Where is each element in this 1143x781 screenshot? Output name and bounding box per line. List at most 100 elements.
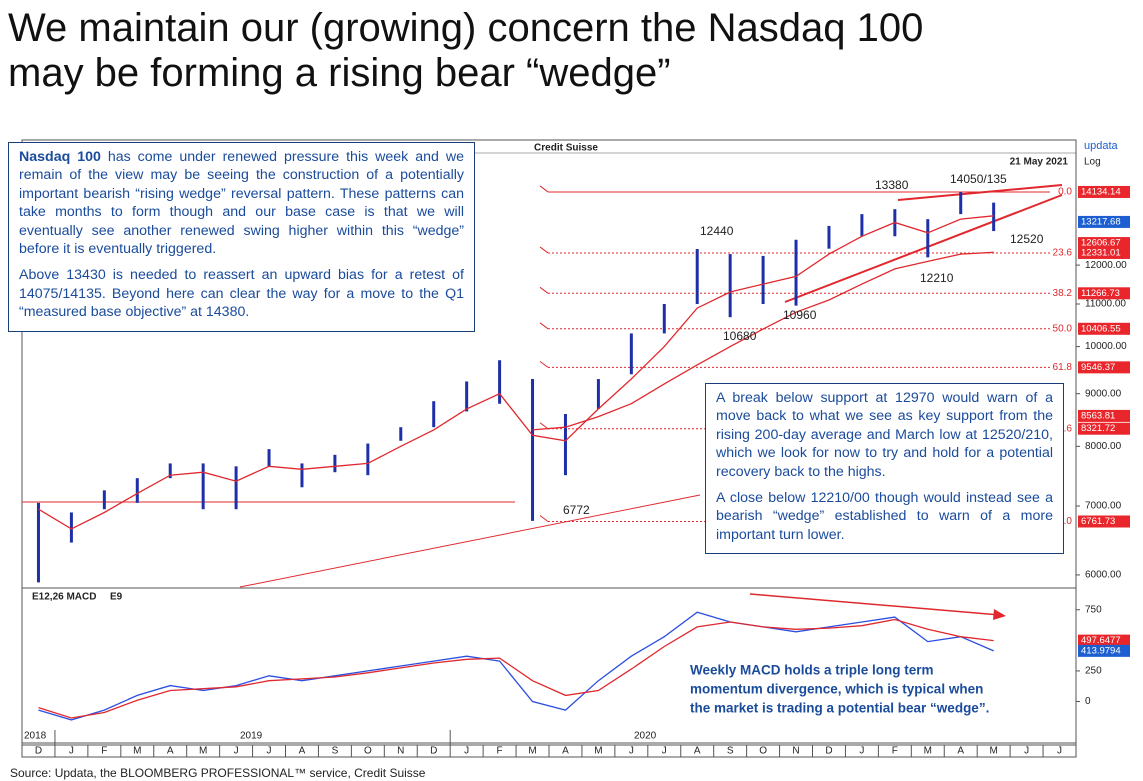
price-label: 13217.68 <box>1081 216 1121 227</box>
x-tick-label: A <box>299 746 306 757</box>
fib-label: 50.0 <box>1053 323 1073 334</box>
trend-line <box>239 494 701 588</box>
x-tick-label: O <box>364 746 372 757</box>
note-line: Weekly MACD holds a triple long term <box>690 663 934 678</box>
macd-label-box <box>1078 644 1130 657</box>
price-label-box <box>1078 287 1130 300</box>
price-label: 10406.55 <box>1081 323 1121 334</box>
x-tick-label: D <box>825 746 832 757</box>
fib-tick <box>539 515 549 522</box>
x-tick-label: M <box>199 746 207 757</box>
price-label-box <box>1078 215 1130 228</box>
annotation: 6772 <box>563 503 590 517</box>
wedge-lower <box>784 194 1063 303</box>
moving-average <box>532 251 994 431</box>
price-label-box <box>1078 409 1130 422</box>
scale: Log <box>1084 157 1101 168</box>
x-tick-label: J <box>629 746 634 757</box>
x-tick-label: J <box>69 746 74 757</box>
paragraph: A break below support at 12970 would war… <box>716 390 1053 480</box>
annotation: 12440 <box>700 224 734 238</box>
x-tick-label: M <box>594 746 602 757</box>
macd-note: Weekly MACD holds a triple long term mom… <box>690 663 989 716</box>
x-tick-label: J <box>1024 746 1029 757</box>
x-tick-label: F <box>892 746 898 757</box>
x-tick-label: J <box>1057 746 1062 757</box>
macd-label: E9 <box>110 592 123 603</box>
y-tick-label: 0 <box>1085 696 1091 707</box>
macd-line <box>38 618 994 719</box>
fib-label: 0.0 <box>1058 187 1072 198</box>
x-tick-label: J <box>267 746 272 757</box>
fib-tick <box>539 422 549 430</box>
y-tick-label: 750 <box>1085 604 1102 615</box>
x-tick-label: M <box>133 746 141 757</box>
annotation: 13380 <box>875 178 909 192</box>
fib-label: 23.6 <box>1053 248 1073 259</box>
fib-label: 38.2 <box>1053 288 1073 299</box>
annotation: 14050/135 <box>950 172 1007 186</box>
price-label-box <box>1078 515 1130 528</box>
y-tick-label: 8000.00 <box>1085 441 1122 452</box>
x-tick-label: F <box>497 746 503 757</box>
annotation: 10680 <box>723 329 757 343</box>
price-label-box <box>1078 237 1130 250</box>
price-label: 8563.81 <box>1081 410 1115 421</box>
x-tick-label: J <box>464 746 469 757</box>
x-tick-label: A <box>957 746 964 757</box>
x-tick-label: A <box>562 746 569 757</box>
text-box: A break below support at 12970 would war… <box>705 383 1064 554</box>
annotation: 10960 <box>783 308 817 322</box>
price-label-box <box>1078 361 1130 374</box>
provider: Credit Suisse <box>534 143 598 154</box>
brand: updata <box>1084 140 1119 152</box>
x-tick-label: N <box>397 746 404 757</box>
fib-label: 61.8 <box>1053 362 1073 373</box>
x-tick-label: D <box>35 746 42 757</box>
lead: Nasdaq 100 <box>19 149 101 165</box>
x-tick-label: S <box>727 746 734 757</box>
price-label: 9546.37 <box>1081 362 1115 373</box>
price-label: 12331.01 <box>1081 247 1121 258</box>
y-tick-label: 250 <box>1085 666 1102 677</box>
title-line: may be forming a rising bear “wedge” <box>8 51 671 95</box>
paragraph: Nasdaq 100 has come under renewed pressu… <box>19 148 464 258</box>
title: We maintain our (growing) concern the Na… <box>8 6 923 96</box>
price-label-box <box>1078 322 1130 335</box>
price-label: 11266.73 <box>1081 288 1120 299</box>
year-label: 2020 <box>634 731 657 742</box>
annotation: 12210 <box>920 271 954 285</box>
y-tick-label: 7000.00 <box>1085 501 1122 512</box>
source: Source: Updata, the BLOOMBERG PROFESSION… <box>10 766 426 780</box>
fib-tick <box>539 360 549 368</box>
date: 21 May 2021 <box>1010 157 1069 168</box>
wedge-upper <box>897 184 1063 201</box>
fib-tick <box>539 286 549 294</box>
note-line: the market is trading a potential bear “… <box>690 701 989 716</box>
x-tick-label: M <box>528 746 536 757</box>
macd-value-label: 497.6477 <box>1081 635 1121 646</box>
macd-label-box <box>1078 634 1130 647</box>
y-tick-label: 10000.00 <box>1085 341 1127 352</box>
price-label-box <box>1078 185 1130 198</box>
x-tick-label: A <box>167 746 174 757</box>
x-tick-label: J <box>234 746 239 757</box>
note-line: momentum divergence, which is typical wh… <box>690 682 983 697</box>
price-label: 14134.14 <box>1081 186 1121 197</box>
fib-tick <box>539 322 549 330</box>
moving-average <box>38 215 994 530</box>
paragraph: Above 13430 is needed to reassert an upw… <box>19 267 464 321</box>
macd-value-label: 413.9794 <box>1081 645 1121 656</box>
x-tick-label: A <box>694 746 701 757</box>
x-tick-label: M <box>989 746 997 757</box>
y-tick-label: 11000.00 <box>1085 299 1126 310</box>
price-label: 12606.67 <box>1081 238 1121 249</box>
x-tick-label: O <box>759 746 767 757</box>
price-label-box <box>1078 246 1130 259</box>
price-label-box <box>1078 422 1130 435</box>
y-tick-label: 6000.00 <box>1085 570 1122 581</box>
x-tick-label: J <box>859 746 864 757</box>
macd-line <box>38 611 994 721</box>
